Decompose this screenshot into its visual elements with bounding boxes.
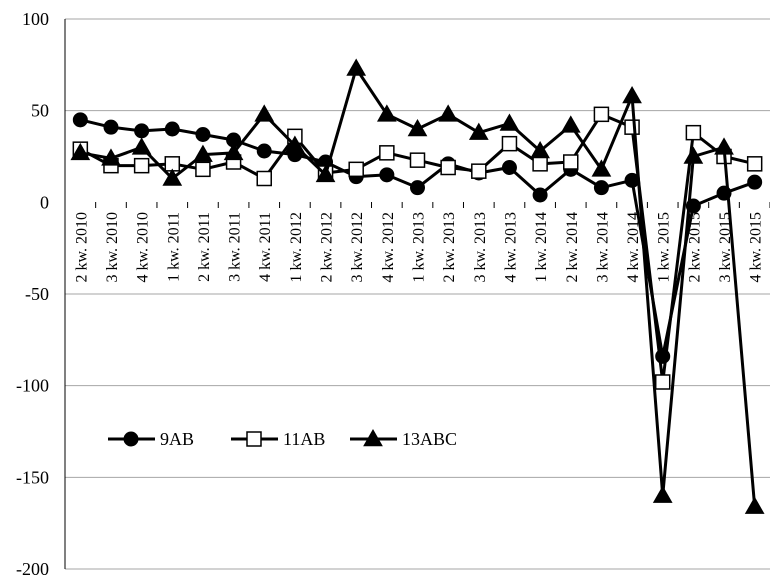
x-tick-label: 3 kw. 2012: [349, 212, 366, 283]
x-tick-label: 1 kw. 2013: [411, 212, 428, 283]
data-point-13abc: [530, 140, 550, 159]
legend-marker-13abc: [363, 428, 383, 447]
x-tick-label: 1 kw. 2015: [656, 212, 673, 283]
data-point-13abc: [346, 58, 367, 76]
data-point-13abc: [499, 113, 520, 131]
y-tick-label: -50: [25, 284, 49, 304]
legend-item-11ab: 11AB: [231, 429, 325, 449]
x-tick-label: 2 kw. 2013: [441, 212, 458, 283]
x-tick-label: 1 kw. 2012: [288, 212, 305, 283]
data-point-9ab: [195, 127, 211, 142]
data-point-11ab: [532, 156, 548, 172]
y-tick-label: 0: [40, 192, 49, 212]
x-axis-ticks: 2 kw. 2010 3 kw. 2010 4 kw. 2010 1 kw. 2011…: [73, 212, 764, 283]
data-point-9ab: [134, 123, 150, 139]
data-point-9ab: [164, 121, 180, 137]
data-point-11ab: [195, 161, 211, 178]
data-point-11ab: [624, 119, 640, 135]
data-point-13abc: [315, 164, 336, 183]
data-point-11ab: [256, 170, 272, 187]
data-point-11ab: [654, 374, 671, 390]
data-point-13abc: [622, 85, 642, 104]
data-point-13abc: [131, 137, 152, 155]
data-point-13abc: [101, 148, 121, 166]
series-group: [70, 58, 765, 514]
data-point-11ab: [471, 163, 487, 179]
x-tick-label: 3 kw. 2014: [594, 212, 611, 283]
legend-marker-11ab: [246, 431, 262, 447]
data-point-9ab: [103, 119, 119, 135]
legend-item-9ab: 9AB: [108, 429, 194, 449]
data-point-13abc: [285, 135, 305, 153]
data-point-11ab: [563, 154, 579, 170]
x-tick-label: 2 kw. 2014: [564, 212, 581, 283]
data-point-9ab: [256, 143, 272, 159]
data-point-13abc: [254, 104, 275, 122]
data-point-13abc: [438, 104, 459, 122]
data-point-13abc: [376, 104, 397, 122]
data-point-11ab: [746, 156, 763, 172]
x-tick-label: 2 kw. 2011: [196, 212, 213, 282]
data-point-13abc: [193, 144, 213, 162]
data-point-11ab: [348, 161, 364, 178]
data-point-13abc: [652, 485, 673, 503]
data-point-13abc: [223, 142, 244, 161]
data-point-13abc: [683, 146, 704, 164]
data-point-11ab: [440, 159, 456, 176]
data-point-13abc: [468, 122, 489, 140]
legend-marker-9ab: [123, 431, 139, 447]
data-point-9ab: [501, 160, 517, 175]
legend-item-13abc: 13ABC: [350, 428, 457, 449]
axes: [64, 19, 770, 569]
x-tick-label: 4 kw. 2013: [502, 212, 519, 283]
y-tick-label: -200: [16, 559, 49, 576]
legend-label-13abc: 13ABC: [402, 429, 457, 449]
y-tick-label: -150: [16, 467, 49, 487]
data-point-9ab: [747, 174, 763, 190]
data-point-13abc: [407, 118, 428, 137]
data-point-13abc: [560, 115, 581, 133]
legend: 9AB 11AB 13ABC: [108, 428, 457, 449]
x-tick-label: 1 kw. 2014: [533, 212, 550, 283]
x-tick-label: 2 kw. 2010: [73, 212, 90, 283]
legend-label-11ab: 11AB: [283, 429, 325, 449]
data-point-13abc: [591, 159, 612, 177]
data-point-11ab: [133, 157, 150, 174]
x-tick-label: 1 kw. 2011: [165, 212, 182, 282]
data-point-13abc: [714, 137, 734, 155]
x-tick-label: 2 kw. 2012: [319, 212, 336, 283]
data-point-11ab: [593, 106, 610, 123]
x-tick-label: 4 kw. 2014: [625, 212, 642, 283]
x-tick-label: 3 kw. 2013: [472, 212, 489, 283]
data-point-9ab: [410, 180, 425, 196]
data-point-9ab: [593, 180, 609, 196]
y-axis-ticks: 100 50 0 -50 -100 -150 -200: [16, 9, 49, 576]
data-point-11ab: [379, 145, 395, 161]
x-tick-label: 3 kw. 2010: [104, 212, 121, 283]
y-tick-label: -100: [16, 376, 49, 396]
x-tick-label: 2 kw. 2015: [686, 212, 703, 283]
y-tick-label: 50: [31, 101, 49, 121]
x-tick-label: 4 kw. 2010: [135, 212, 152, 283]
data-point-9ab: [532, 187, 548, 203]
data-point-11ab: [501, 135, 518, 152]
x-tick-label: 4 kw. 2015: [748, 212, 765, 283]
data-point-11ab: [409, 152, 426, 168]
data-point-11ab: [685, 124, 702, 141]
gridlines: [65, 18, 770, 570]
data-point-9ab: [379, 167, 395, 183]
x-tick-label: 4 kw. 2012: [380, 212, 397, 283]
data-point-13abc: [162, 168, 183, 186]
data-point-13abc: [70, 142, 91, 161]
y-tick-label: 100: [22, 9, 49, 29]
data-point-13abc: [744, 496, 765, 514]
legend-label-9ab: 9AB: [160, 429, 194, 449]
x-tick-label: 4 kw. 2011: [257, 212, 274, 282]
series-13abc: [70, 58, 765, 514]
data-point-9ab: [72, 112, 88, 128]
x-tick-label: 3 kw. 2011: [227, 212, 244, 282]
